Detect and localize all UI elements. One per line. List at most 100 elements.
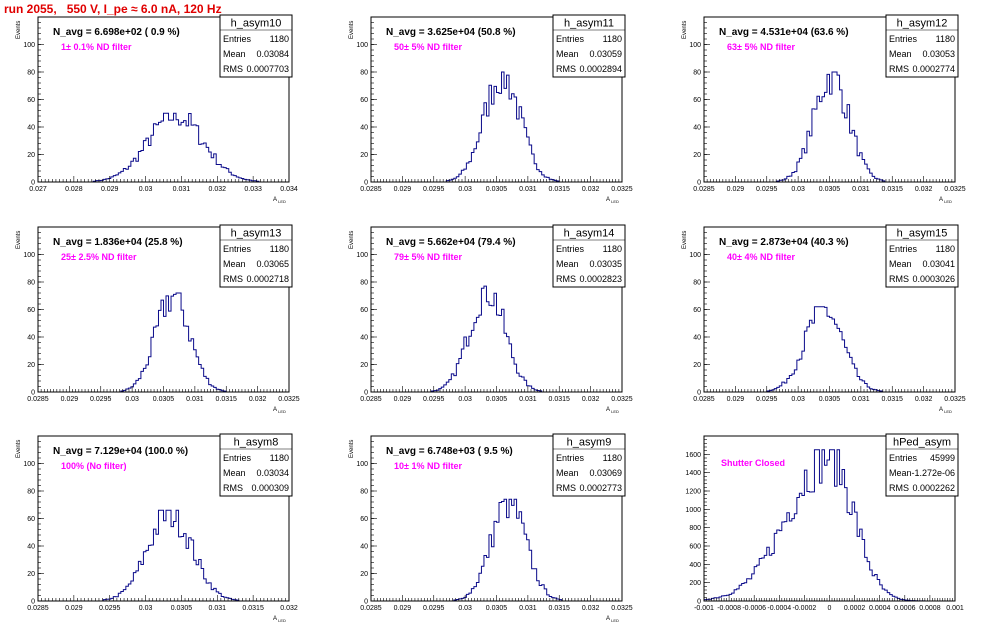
stats-value: 0.0002773 <box>579 483 622 493</box>
x-tick-label: 0.0285 <box>360 186 382 193</box>
x-tick-label: 0.0285 <box>27 396 49 403</box>
x-tick-label: 0.0305 <box>819 186 841 193</box>
x-tick-label: 0.029 <box>394 186 412 193</box>
x-tick-label: 0.0285 <box>360 396 382 403</box>
stats-value: 1180 <box>270 34 289 44</box>
navg-label: N_avg = 6.748e+03 ( 9.5 %) <box>386 446 513 457</box>
y-tick-label: 0 <box>697 599 701 606</box>
x-axis-label: A LED <box>273 197 286 204</box>
histogram-h_asym9 <box>371 498 622 602</box>
y-axis-label: Events <box>349 21 355 39</box>
x-axis-label: A LED <box>606 616 619 622</box>
stats-value: 0.000309 <box>251 483 289 493</box>
stats-value: 45999 <box>930 453 955 463</box>
y-tick-label: 1600 <box>685 452 701 459</box>
stats-value: 1180 <box>603 244 622 254</box>
stats-box <box>219 14 293 78</box>
x-tick-label: 0.031 <box>519 396 537 403</box>
x-tick-label: 0.0305 <box>153 396 175 403</box>
stats-key: RMS <box>556 274 576 284</box>
navg-label: N_avg = 7.129e+04 (100.0 %) <box>53 446 188 457</box>
stats-value: 1180 <box>270 453 289 463</box>
stats-value: 0.03053 <box>922 49 955 59</box>
y-tick-label: 20 <box>27 152 35 159</box>
x-tick-label: 0.032 <box>209 186 227 193</box>
stats-value: 0.03065 <box>256 259 289 269</box>
x-axis-label: A LED <box>273 407 286 414</box>
x-tick-label: 0.0305 <box>486 186 508 193</box>
y-tick-label: 80 <box>27 489 35 496</box>
y-tick-label: 40 <box>693 335 701 342</box>
y-tick-label: 60 <box>693 307 701 314</box>
y-tick-label: 100 <box>23 42 35 49</box>
stats-title: h_asym15 <box>897 228 948 240</box>
histogram-h_asym11 <box>371 71 622 183</box>
y-tick-label: 20 <box>693 362 701 369</box>
y-tick-label: 100 <box>356 42 368 49</box>
x-tick-label: 0.0325 <box>944 396 966 403</box>
stats-key: Entries <box>223 453 252 463</box>
x-tick-label: 0.0295 <box>756 186 778 193</box>
y-tick-label: 40 <box>360 544 368 551</box>
x-tick-label: 0.03 <box>139 186 153 193</box>
x-tick-label: 0.0325 <box>278 396 300 403</box>
stats-value: 0.03034 <box>256 468 289 478</box>
stats-key: Mean <box>223 468 246 478</box>
stats-value: 1180 <box>603 453 622 463</box>
stats-key: RMS <box>889 274 909 284</box>
x-tick-label: -0.0006 <box>742 605 766 612</box>
y-tick-label: 0 <box>697 180 701 187</box>
y-tick-label: 80 <box>27 70 35 77</box>
x-tick-label: 0.028 <box>65 186 83 193</box>
filter-label: 10± 1% ND filter <box>394 461 462 471</box>
y-tick-label: 400 <box>689 562 701 569</box>
y-tick-label: 0 <box>31 599 35 606</box>
filter-label: Shutter Closed <box>721 458 785 468</box>
x-tick-label: 0.0315 <box>549 396 571 403</box>
x-tick-label: 0.0305 <box>171 605 193 612</box>
panel-h_asym15: Events A LED 0.0285 0.029 0.0295 0.03 0.0305 0.… <box>682 224 966 414</box>
panel-hPed_asym: -0.001 -0.0008 -0.0006 -0.0004 -0.0002 0 0.000… <box>685 433 964 612</box>
navg-label: N_avg = 3.625e+04 (50.8 %) <box>386 27 516 38</box>
x-tick-label: 0.027 <box>29 186 47 193</box>
x-tick-label: 0.032 <box>582 186 600 193</box>
navg-label: N_avg = 1.836e+04 (25.8 %) <box>53 237 183 248</box>
stats-box <box>219 224 293 288</box>
stats-key: RMS <box>556 64 576 74</box>
stats-key: Mean <box>223 259 246 269</box>
y-tick-label: 20 <box>360 362 368 369</box>
y-tick-label: 100 <box>23 252 35 259</box>
x-tick-label: 0.031 <box>209 605 227 612</box>
stats-value: 1180 <box>270 244 289 254</box>
filter-label: 50± 5% ND filter <box>394 42 462 52</box>
x-tick-label: 0.0315 <box>882 186 904 193</box>
x-tick-label: 0.03 <box>791 186 805 193</box>
x-tick-label: 0.0305 <box>819 396 841 403</box>
stats-key: Entries <box>223 244 252 254</box>
stats-box <box>219 433 293 497</box>
histogram-h_asym8 <box>38 509 289 602</box>
panel-h_asym12: Events A LED 0.0285 0.029 0.0295 0.03 0.0305 0.… <box>682 14 966 204</box>
x-tick-label: 0.0285 <box>27 605 49 612</box>
y-tick-label: 1000 <box>685 507 701 514</box>
histogram-h_asym10 <box>38 112 289 183</box>
x-tick-label: 0.03 <box>139 605 153 612</box>
x-tick-label: 0 <box>828 605 832 612</box>
stats-box <box>885 224 959 288</box>
x-tick-label: 0.0004 <box>869 605 891 612</box>
stats-key: Entries <box>556 34 585 44</box>
y-tick-label: 20 <box>27 571 35 578</box>
stats-title: h_asym8 <box>234 437 279 449</box>
x-tick-label: 0.0315 <box>549 605 571 612</box>
stats-title: h_asym10 <box>231 18 282 30</box>
x-tick-label: 0.029 <box>394 396 412 403</box>
stats-value: 0.03035 <box>589 259 622 269</box>
y-axis-label: Events <box>16 21 22 39</box>
histogram-h_asym13 <box>38 292 289 393</box>
x-axis-label: A LED <box>606 407 619 414</box>
navg-label: N_avg = 4.531e+04 (63.6 %) <box>719 27 849 38</box>
y-tick-label: 20 <box>27 362 35 369</box>
x-tick-label: 0.0325 <box>611 396 633 403</box>
stats-key: RMS <box>223 483 243 493</box>
y-tick-label: 40 <box>27 544 35 551</box>
